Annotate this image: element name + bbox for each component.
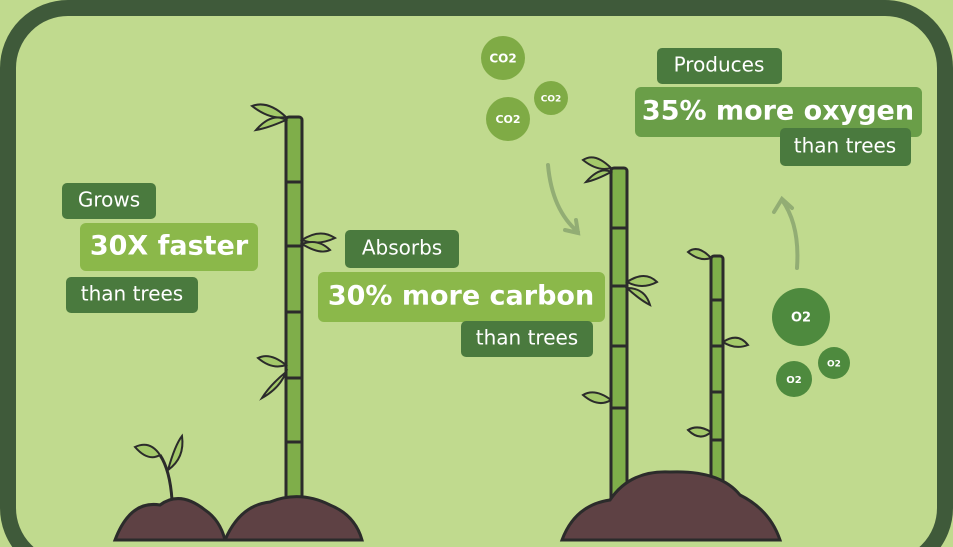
verb: Grows — [78, 188, 140, 212]
co2-label: CO2 — [489, 52, 516, 66]
o2-label: O2 — [791, 311, 811, 326]
highlight: 30% more carbon — [328, 281, 594, 312]
o2-label: O2 — [786, 375, 802, 386]
suffix: than trees — [81, 282, 183, 306]
o2-label: O2 — [827, 360, 841, 370]
verb: Absorbs — [362, 236, 442, 260]
page: Grows 30X faster than trees Absorbs 30% … — [0, 0, 953, 547]
verb: Produces — [674, 53, 765, 77]
co2-label: CO2 — [495, 113, 520, 126]
highlight: 35% more oxygen — [642, 96, 914, 127]
infographic: Grows 30X faster than trees Absorbs 30% … — [0, 0, 953, 547]
highlight: 30X faster — [90, 231, 249, 262]
suffix: than trees — [794, 134, 896, 158]
suffix: than trees — [476, 326, 578, 350]
co2-label: CO2 — [541, 95, 562, 105]
